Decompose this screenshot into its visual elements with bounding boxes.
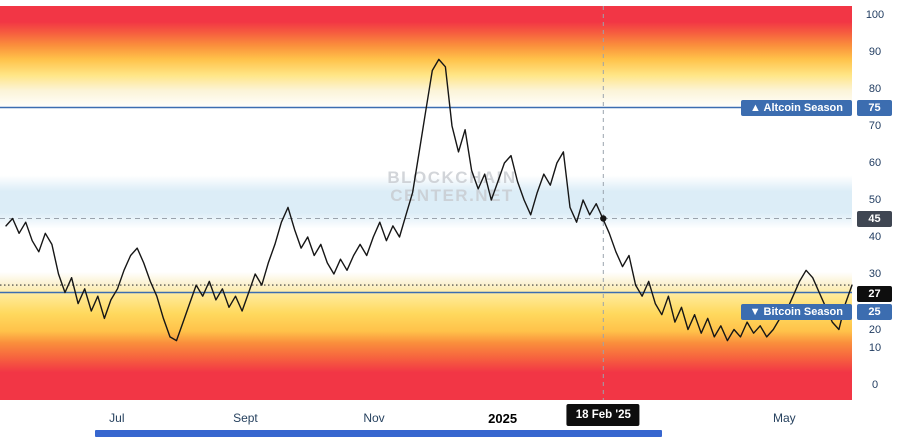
y-tick-10: 10 [868, 342, 882, 354]
range-selector-bar[interactable] [95, 430, 662, 437]
y-tick-50: 50 [868, 194, 882, 206]
y-tick-30: 30 [868, 268, 882, 280]
y-tick-20: 20 [868, 324, 882, 336]
watermark-line-1: BLOCKCHAIN [387, 168, 516, 187]
crosshair-point-marker [600, 215, 607, 222]
x-tick-jul: Jul [109, 411, 125, 425]
y-tick-0: 0 [871, 379, 879, 391]
crosshair-date-badge: 18 Feb '25 [566, 404, 640, 426]
current-value-badge: 27 [857, 286, 892, 302]
x-tick-sept: Sept [233, 411, 258, 425]
y-tick-100: 100 [865, 9, 885, 21]
altcoin-season-label: ▲ Altcoin Season [741, 100, 852, 116]
x-tick-2025: 2025 [488, 411, 518, 426]
mid-level-badge: 45 [857, 211, 892, 227]
x-tick-may: May [772, 411, 796, 425]
index-series-line [5, 58, 853, 342]
bitcoin-threshold-badge: 25 [857, 304, 892, 320]
bitcoin-season-label: ▼ Bitcoin Season [740, 304, 852, 320]
watermark-line-2: CENTER.NET [390, 186, 514, 205]
altcoin-threshold-badge: 75 [857, 100, 892, 116]
y-tick-90: 90 [868, 46, 882, 58]
y-tick-80: 80 [868, 83, 882, 95]
y-tick-60: 60 [868, 157, 882, 169]
y-tick-40: 40 [868, 231, 882, 243]
x-tick-nov: Nov [363, 411, 385, 425]
y-tick-70: 70 [868, 120, 882, 132]
